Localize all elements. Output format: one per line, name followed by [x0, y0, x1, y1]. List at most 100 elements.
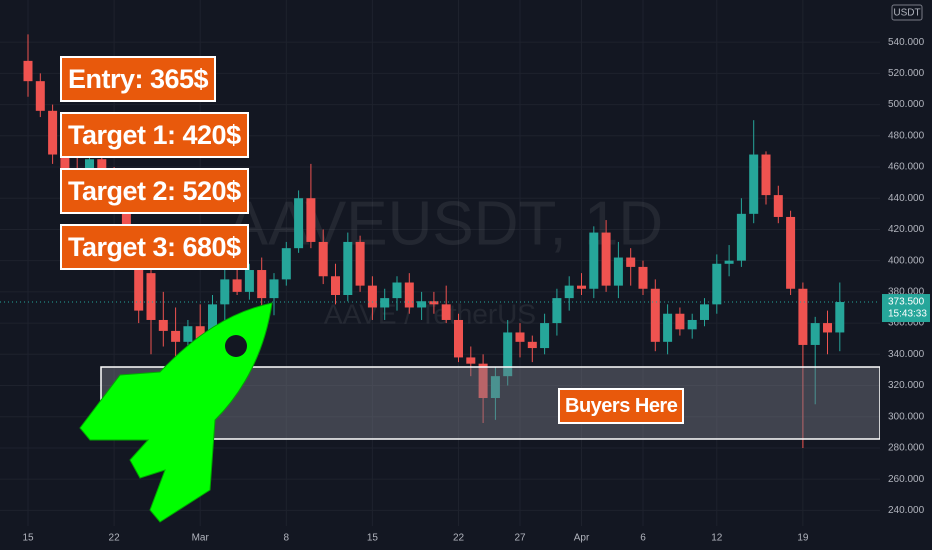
candle-body [306, 198, 316, 242]
candle-body [589, 232, 599, 289]
candle-body [552, 298, 562, 324]
candle-body [761, 154, 771, 196]
candle-body [527, 341, 537, 349]
candle-body [60, 154, 70, 180]
candle-body [208, 304, 217, 339]
candle-body [171, 330, 181, 342]
candle-body [466, 357, 476, 364]
x-tick-label: 22 [109, 533, 121, 544]
candle-body [367, 285, 377, 308]
entry-label: Entry: 365$ [60, 56, 217, 102]
candle-body [454, 319, 463, 358]
x-tick-label: 8 [284, 533, 290, 544]
y-tick-label: 500.000 [888, 99, 925, 110]
y-tick-label: 280.000 [888, 443, 925, 454]
candle-body [650, 288, 660, 342]
candle-body [35, 81, 45, 111]
y-tick-label: 460.000 [888, 162, 925, 173]
candle-body [736, 213, 746, 261]
y-tick-label: 240.000 [888, 505, 925, 516]
y-tick-label: 340.000 [888, 349, 925, 360]
candle-body [195, 326, 205, 339]
candle-body [675, 313, 685, 330]
candle-body [626, 257, 636, 267]
candle-body [232, 279, 242, 292]
candle-body [540, 323, 550, 349]
x-tick-label: 6 [640, 533, 646, 544]
y-tick-label: 360.000 [888, 318, 925, 329]
candle-body [294, 198, 304, 249]
candle-body [331, 276, 340, 295]
candle-body [478, 363, 488, 399]
candle-body [392, 282, 402, 299]
candle-body [257, 270, 267, 299]
x-tick-label: 15 [367, 533, 379, 544]
candle-body [244, 270, 254, 292]
candle-body [749, 154, 759, 214]
target-label: Target 2: 520$ [60, 168, 249, 214]
candle-body [503, 332, 513, 377]
candle-body [417, 301, 427, 308]
candle-body [158, 319, 168, 331]
rocket [79, 302, 273, 523]
candle-body [220, 279, 230, 305]
candle-body [490, 376, 500, 399]
candle-body [798, 288, 808, 345]
countdown: 15:43:33 [888, 309, 927, 320]
y-tick-label: 480.000 [888, 130, 925, 141]
y-tick-label: 260.000 [888, 474, 925, 485]
candle-body [613, 257, 623, 286]
candle-body [663, 313, 673, 342]
candle-body [700, 304, 709, 320]
price-tag [882, 294, 930, 323]
y-tick-label: 520.000 [888, 68, 925, 79]
candle-body [773, 195, 783, 217]
x-tick-label: Apr [574, 533, 590, 544]
y-tick-label: 380.000 [888, 287, 925, 298]
candle-body [380, 298, 390, 308]
axes: 240.000 260.000 280.000 300.000 320.000 340.0… [22, 37, 930, 544]
currency: USDT [893, 8, 920, 19]
buyers-label: Buyers Here [558, 388, 685, 424]
price-axis [880, 0, 932, 550]
candle-body [441, 304, 451, 320]
rocket-window [225, 335, 247, 357]
currency-box [891, 4, 923, 21]
candle-body [48, 110, 58, 155]
x-tick-label: Mar [192, 533, 210, 544]
candle-body [577, 285, 586, 289]
candle-body [404, 282, 414, 308]
candle-body [429, 301, 439, 305]
candle-body [121, 201, 131, 246]
target-label: Target 1: 420$ [60, 112, 249, 158]
candle-body [835, 302, 845, 333]
candle-body [712, 263, 722, 305]
candle-body [355, 241, 365, 286]
target-label: Target 3: 680$ [60, 224, 249, 270]
x-tick-label: 22 [453, 533, 465, 544]
price-tag-value: 373.500 [888, 297, 925, 308]
candle-body [687, 319, 697, 330]
candle-body [183, 326, 193, 342]
candle-body [146, 273, 156, 320]
y-tick-label: 400.000 [888, 255, 925, 266]
y-tick-label: 300.000 [888, 411, 925, 422]
candle-body [515, 332, 525, 342]
candle-body [786, 216, 796, 289]
candle-body [269, 279, 279, 299]
y-tick-label: 540.000 [888, 37, 925, 48]
candle-body [564, 285, 574, 299]
x-tick-label: 27 [514, 533, 526, 544]
candle-body [823, 323, 832, 333]
x-tick-label: 15 [22, 533, 34, 544]
candle-body [134, 245, 144, 311]
y-tick-label: 420.000 [888, 224, 925, 235]
candle-body [810, 323, 820, 345]
y-tick-label: 440.000 [888, 193, 925, 204]
y-tick-label: 320.000 [888, 380, 925, 391]
candle-body [23, 60, 33, 82]
candle-body [601, 232, 611, 286]
x-tick-label: 12 [711, 533, 723, 544]
